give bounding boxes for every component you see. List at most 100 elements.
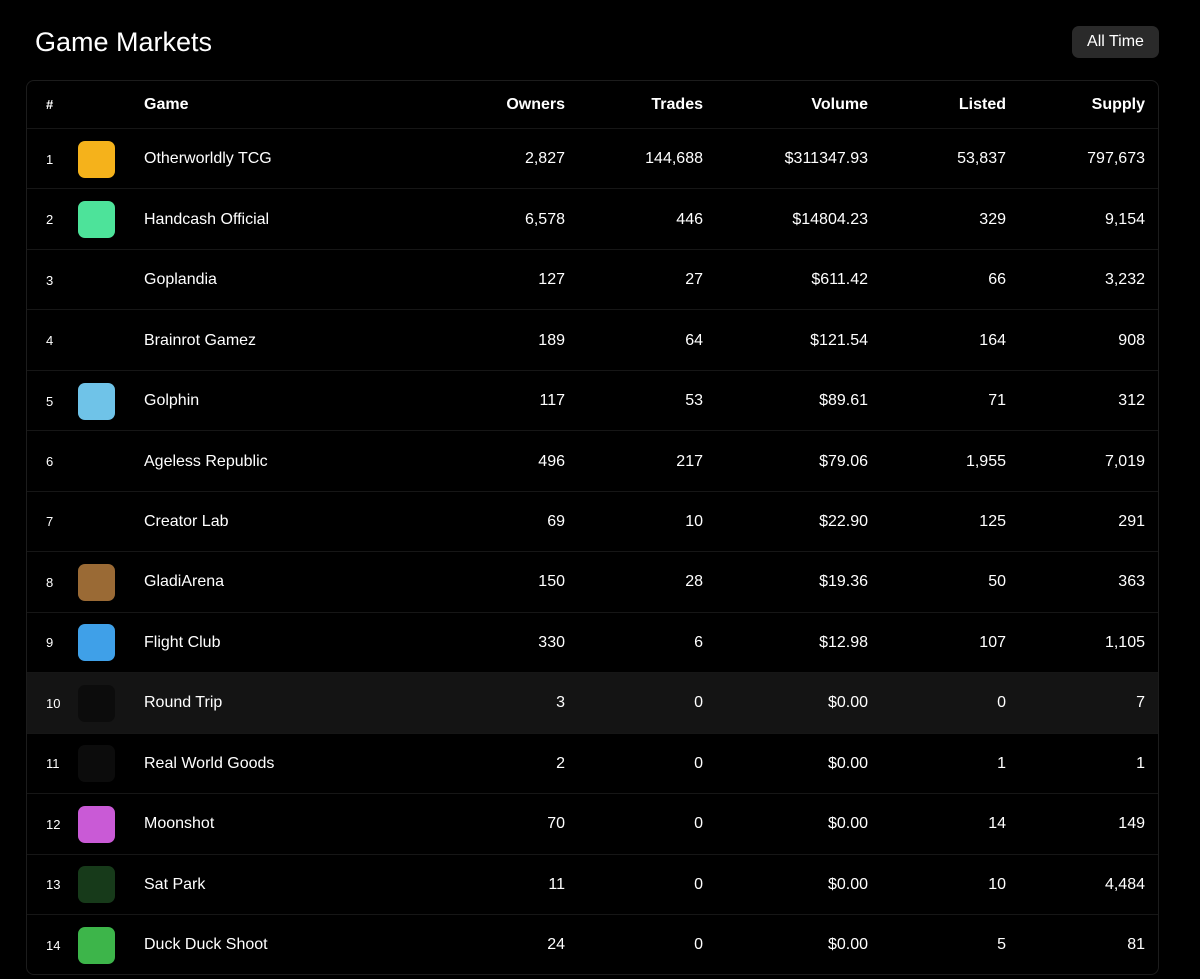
stat-cell: 9,154 [1104,210,1145,228]
rank: 14 [46,937,61,953]
stat-cell: 0 [694,815,703,833]
stat-cell: 64 [685,331,703,349]
stat-cell: $79.06 [819,452,868,470]
game-name: Goplandia [144,271,217,289]
stat-cell: 496 [538,452,565,470]
stat-cell: 908 [1118,331,1145,349]
stat-cell: 217 [676,452,703,470]
market-row[interactable]: 13 Sat Park 11 0 $0.00 10 4,484 [27,853,1158,915]
market-row[interactable]: 7 Creator Lab 69 10 $22.90 125 291 [27,490,1158,552]
market-row[interactable]: 6 Ageless Republic 496 217 $79.06 1,955 7,019 [27,430,1158,491]
game-icon [78,684,115,722]
game-name: Sat Park [144,875,206,893]
stat-cell: 1 [997,754,1006,772]
time-filter-button[interactable]: All Time [1072,26,1159,58]
game-icon [78,382,115,420]
rank: 11 [46,756,60,772]
stat-cell: 127 [538,271,565,289]
page-title: Game Markets [35,27,213,57]
stat-cell: 7 [1136,694,1145,712]
stat-cell: 125 [979,512,1006,530]
stat-cell: $22.90 [819,512,868,530]
column-header: Owners [506,95,565,113]
stat-cell: 2,827 [524,150,565,168]
stat-cell: 1,955 [965,452,1006,470]
stat-cell: 189 [538,331,565,349]
game-icon [78,443,115,481]
stat-cell: 312 [1118,392,1145,410]
rank: 2 [46,212,54,228]
column-header: Trades [651,95,703,113]
stat-cell: 10 [685,512,703,530]
stat-cell: $0.00 [827,936,868,954]
game-icon [78,563,115,601]
stat-cell: 6,578 [524,210,565,228]
stat-cell: 53,837 [957,150,1006,168]
stat-cell: 3 [556,694,565,712]
game-icon [78,926,115,964]
stat-cell: 10 [988,875,1006,893]
column-header: # [46,97,54,112]
stat-cell: $121.54 [810,331,868,349]
stat-cell: 1,105 [1104,633,1145,651]
game-name: Duck Duck Shoot [144,936,268,954]
stat-cell: 24 [547,936,565,954]
stat-cell: 363 [1118,573,1145,591]
game-name: Moonshot [144,815,215,833]
market-row[interactable]: 8 GladiArena 150 28 $19.36 50 363 [27,551,1158,612]
game-icon [78,503,115,541]
stat-cell: 150 [538,573,565,591]
market-row[interactable]: 11 Real World Goods 2 0 $0.00 1 1 [27,732,1158,794]
stat-cell: $14804.23 [792,210,868,228]
stat-cell: $311347.93 [784,150,868,168]
game-name: Golphin [144,392,200,410]
stat-cell: 0 [997,694,1006,712]
market-row[interactable]: 14 Duck Duck Shoot 24 0 $0.00 5 81 [27,913,1158,974]
game-icon [78,140,115,178]
stat-cell: 0 [694,754,703,772]
market-row[interactable]: 3 Goplandia 127 27 $611.42 66 3,232 [27,248,1158,310]
stat-cell: 2 [556,754,565,772]
game-icon [78,624,115,662]
stat-cell: 28 [685,573,703,591]
rank: 5 [46,393,54,409]
market-row[interactable]: 2 Handcash Official 6,578 446 $14804.23 329 9,… [27,188,1158,249]
stat-cell: 144,688 [645,150,703,168]
stat-cell: $12.98 [819,633,868,651]
stat-cell: $611.42 [811,271,868,289]
stat-cell: $89.61 [819,392,868,410]
stat-cell: 446 [676,210,703,228]
rank: 10 [46,695,61,711]
stat-cell: 4,484 [1104,875,1145,893]
market-row[interactable]: 4 Brainrot Gamez 189 64 $121.54 164 908 [27,309,1158,370]
rank: 1 [46,151,54,167]
stat-cell: $0.00 [827,815,868,833]
stat-cell: 0 [694,875,703,893]
game-name: Real World Goods [144,754,275,772]
game-name: Ageless Republic [144,452,268,470]
stat-cell: 69 [547,512,565,530]
rank: 7 [46,514,54,530]
market-row[interactable]: 5 Golphin 117 53 $89.61 71 312 [27,369,1158,431]
market-row[interactable]: 9 Flight Club 330 6 $12.98 107 1,105 [27,611,1158,673]
stat-cell: 27 [685,271,703,289]
stat-cell: 66 [988,271,1006,289]
stat-cell: 329 [979,210,1006,228]
column-header: Game [144,95,189,113]
stat-cell: 797,673 [1087,150,1145,168]
rank: 3 [46,272,54,288]
game-icon [78,322,115,360]
market-row[interactable]: 12 Moonshot 70 0 $0.00 14 149 [27,793,1158,854]
stat-cell: $0.00 [827,875,868,893]
game-icon [78,201,115,239]
market-row[interactable]: 1 Otherworldly TCG 2,827 144,688 $311347.93 5… [27,128,1158,189]
rank: 6 [46,454,54,470]
market-row[interactable]: 10 Round Trip 3 0 $0.00 0 7 [27,672,1158,734]
stat-cell: 70 [547,815,565,833]
stat-cell: 7,019 [1104,452,1145,470]
stat-cell: $19.36 [819,573,868,591]
column-header: Supply [1091,95,1145,113]
stat-cell: 117 [539,392,565,410]
stat-cell: $0.00 [827,694,868,712]
